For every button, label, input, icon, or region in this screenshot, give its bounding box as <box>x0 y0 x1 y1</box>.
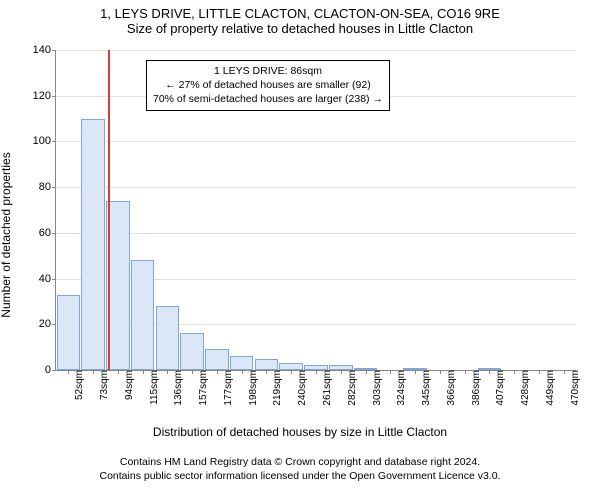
x-tick-mark <box>415 370 416 374</box>
histogram-bar <box>478 368 502 370</box>
x-tick-mark <box>465 370 466 374</box>
x-tick-label: 366sqm <box>442 370 457 406</box>
y-tick-label: 0 <box>45 364 56 376</box>
histogram-bar <box>180 333 204 370</box>
histogram-bar <box>205 349 229 370</box>
x-tick-label: 219sqm <box>268 370 283 406</box>
histogram-bar <box>106 201 130 370</box>
y-tick-label: 60 <box>39 227 56 239</box>
x-tick-label: 94sqm <box>120 370 135 400</box>
y-tick-label: 140 <box>33 44 56 56</box>
y-tick-label: 80 <box>39 181 56 193</box>
histogram-bar <box>156 306 180 370</box>
x-tick-label: 73sqm <box>95 370 110 400</box>
y-tick-label: 20 <box>39 318 56 330</box>
x-tick-label: 428sqm <box>516 370 531 406</box>
x-tick-label: 386sqm <box>467 370 482 406</box>
x-tick-label: 261sqm <box>318 370 333 406</box>
histogram-bar <box>354 368 378 370</box>
histogram-bar <box>304 365 328 370</box>
histogram-bar <box>403 368 427 370</box>
y-tick-label: 100 <box>33 135 56 147</box>
plot-area: 52sqm73sqm94sqm115sqm136sqm157sqm177sqm1… <box>55 50 576 371</box>
callout-line: 1 LEYS DRIVE: 86sqm <box>153 64 383 78</box>
x-tick-label: 136sqm <box>169 370 184 406</box>
y-tick-label: 40 <box>39 273 56 285</box>
x-tick-label: 52sqm <box>70 370 85 400</box>
callout-line: 70% of semi-detached houses are larger (… <box>153 92 383 106</box>
histogram-bar <box>255 359 279 370</box>
x-tick-label: 470sqm <box>566 370 581 406</box>
x-axis-label: Distribution of detached houses by size … <box>0 425 600 439</box>
callout-line: ← 27% of detached houses are smaller (92… <box>153 78 383 92</box>
x-tick-label: 407sqm <box>491 370 506 406</box>
x-tick-mark <box>217 370 218 374</box>
x-tick-mark <box>440 370 441 374</box>
x-tick-mark <box>316 370 317 374</box>
page-subtitle: Size of property relative to detached ho… <box>0 21 600 36</box>
histogram-bar <box>57 295 81 370</box>
x-tick-label: 115sqm <box>145 370 160 405</box>
grid-line <box>56 50 576 51</box>
x-tick-mark <box>118 370 119 374</box>
x-tick-mark <box>539 370 540 374</box>
x-tick-label: 282sqm <box>343 370 358 406</box>
x-tick-label: 449sqm <box>541 370 556 406</box>
histogram-bar <box>230 356 254 370</box>
x-tick-mark <box>143 370 144 374</box>
page-title-address: 1, LEYS DRIVE, LITTLE CLACTON, CLACTON-O… <box>0 6 600 21</box>
x-tick-mark <box>514 370 515 374</box>
x-tick-label: 198sqm <box>244 370 259 406</box>
chart-container: Number of detached properties 52sqm73sqm… <box>0 45 600 425</box>
callout-box: 1 LEYS DRIVE: 86sqm← 27% of detached hou… <box>146 60 390 111</box>
x-tick-label: 157sqm <box>194 370 209 406</box>
x-tick-label: 177sqm <box>219 370 234 406</box>
x-tick-label: 240sqm <box>293 370 308 406</box>
caption-line-1: Contains HM Land Registry data © Crown c… <box>0 455 600 469</box>
x-tick-mark <box>341 370 342 374</box>
caption-line-2: Contains public sector information licen… <box>0 469 600 483</box>
x-tick-label: 345sqm <box>417 370 432 406</box>
x-tick-label: 324sqm <box>392 370 407 406</box>
grid-line <box>56 141 576 142</box>
x-tick-label: 303sqm <box>368 370 383 406</box>
x-tick-mark <box>93 370 94 374</box>
chart-caption: Contains HM Land Registry data © Crown c… <box>0 455 600 483</box>
y-tick-label: 120 <box>33 90 56 102</box>
histogram-bar <box>329 365 353 370</box>
histogram-bar <box>131 260 155 370</box>
grid-line <box>56 233 576 234</box>
x-tick-mark <box>564 370 565 374</box>
x-tick-mark <box>366 370 367 374</box>
property-marker-line <box>108 50 110 370</box>
grid-line <box>56 187 576 188</box>
histogram-bar <box>81 119 105 370</box>
histogram-bar <box>279 363 303 370</box>
y-axis-label: Number of detached properties <box>0 152 13 317</box>
x-tick-mark <box>242 370 243 374</box>
